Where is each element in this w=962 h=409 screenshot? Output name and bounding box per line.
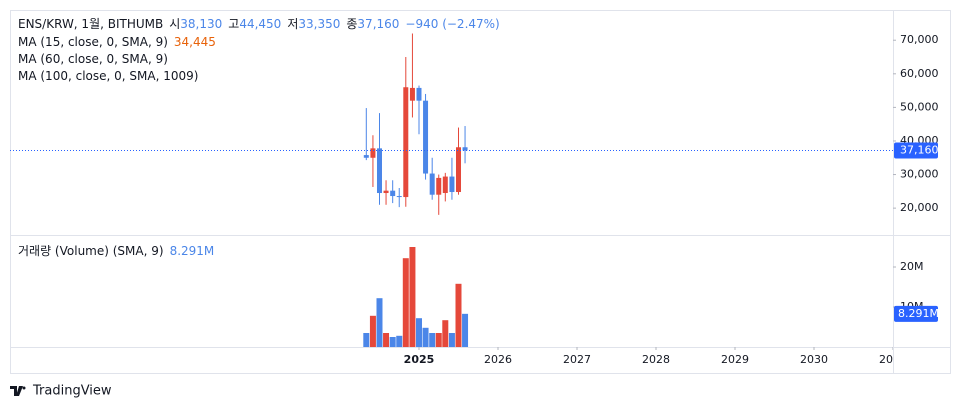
x-tick-label: 2028 <box>642 353 670 366</box>
volume-bar <box>409 247 416 347</box>
symbol: ENS/KRW, 1월, BITHUMB <box>18 17 163 31</box>
candle-body <box>376 148 382 194</box>
x-tick-label: 2025 <box>404 353 435 366</box>
x-tick-label: 2026 <box>484 353 512 366</box>
price-tag-label: 37,160 <box>900 144 939 157</box>
volume-bar <box>455 283 462 347</box>
candle-body <box>423 100 429 174</box>
legend-line: MA (100, close, 0, SMA, 1009) <box>18 69 198 83</box>
x-axis: 2025 2026 2027 2028 2029 2030 2031 <box>404 347 907 366</box>
volume-bar <box>429 333 436 347</box>
candle-body <box>455 147 461 193</box>
candle-body <box>449 176 455 193</box>
brand-name: TradingView <box>32 384 112 399</box>
volume-value: 8.291M <box>170 244 215 258</box>
candle-body <box>409 87 415 101</box>
volume-bar <box>396 335 403 347</box>
volume-bar <box>442 320 449 347</box>
ohlc-value: 33,350 <box>298 17 340 31</box>
ohlc-key: 저 <box>287 17 298 31</box>
x-tick-label: 2030 <box>800 353 828 366</box>
candle-body <box>462 147 468 151</box>
volume-bar <box>402 258 409 347</box>
ohlc-value: 44,450 <box>239 17 281 31</box>
volume-bar <box>389 337 396 347</box>
y-tick-label: 30,000 <box>900 168 939 181</box>
y-tick-label: 50,000 <box>900 100 939 113</box>
volume-bar <box>369 315 376 347</box>
volume-bar <box>422 327 429 347</box>
legend-line: MA (60, close, 0, SMA, 9) <box>18 52 168 66</box>
ohlc-key: 종 <box>346 17 357 31</box>
indicator-name: MA (60, close, 0, SMA, 9) <box>18 52 168 66</box>
x-tick-label: 2031 <box>879 353 907 366</box>
y-tick-label: 70,000 <box>900 33 939 46</box>
legend-line: 거래량 (Volume) (SMA, 9) 8.291M <box>18 244 214 258</box>
ohlc-value: 38,130 <box>180 17 222 31</box>
candle-body <box>390 190 396 197</box>
volume-bar <box>448 333 455 347</box>
candle-body <box>436 177 442 195</box>
candle-body <box>383 190 389 194</box>
logo: TradingView <box>10 384 112 399</box>
ohlc-key: 고 <box>228 17 239 31</box>
indicator-value: 34,445 <box>174 35 216 49</box>
x-tick-label: 2027 <box>563 353 591 366</box>
y-tick-label: 20,000 <box>900 201 939 214</box>
legend-line: MA (15, close, 0, SMA, 9) 34,445 <box>18 35 216 49</box>
ohlc-value: 37,160 <box>357 17 399 31</box>
volume-tag <box>894 305 938 322</box>
candle-body <box>396 196 402 198</box>
candle-body <box>370 148 376 158</box>
volume-bar <box>383 333 390 347</box>
candle-body <box>429 173 435 195</box>
legend-line: ENS/KRW, 1월, BITHUMB 시38,130 고44,450 저33,35… <box>18 17 500 31</box>
volume-title: 거래량 (Volume) (SMA, 9) <box>18 244 164 258</box>
volume-tick-label: 20M <box>900 260 924 273</box>
x-tick-label: 2029 <box>721 353 749 366</box>
indicator-name: MA (15, close, 0, SMA, 9) <box>18 35 168 49</box>
candle-body <box>403 87 409 198</box>
volume-bar <box>415 318 422 347</box>
ohlc-key: 시 <box>169 17 180 31</box>
volume-bar <box>376 298 383 347</box>
price-change: −940 (−2.47%) <box>405 17 499 31</box>
volume-tag-label: 8.291M <box>898 307 939 320</box>
candle-body <box>442 176 448 194</box>
chart-frame <box>10 10 951 374</box>
candle-body <box>363 155 369 158</box>
price-tag <box>894 142 938 159</box>
volume-bar <box>462 313 469 347</box>
y-tick-label: 60,000 <box>900 67 939 80</box>
candle-body <box>416 87 422 101</box>
volume-bar <box>435 333 442 347</box>
volume-bar <box>363 333 370 347</box>
indicator-name: MA (100, close, 0, SMA, 1009) <box>18 69 198 83</box>
